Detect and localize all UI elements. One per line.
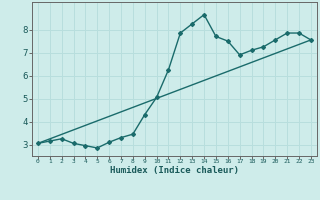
X-axis label: Humidex (Indice chaleur): Humidex (Indice chaleur) bbox=[110, 166, 239, 175]
